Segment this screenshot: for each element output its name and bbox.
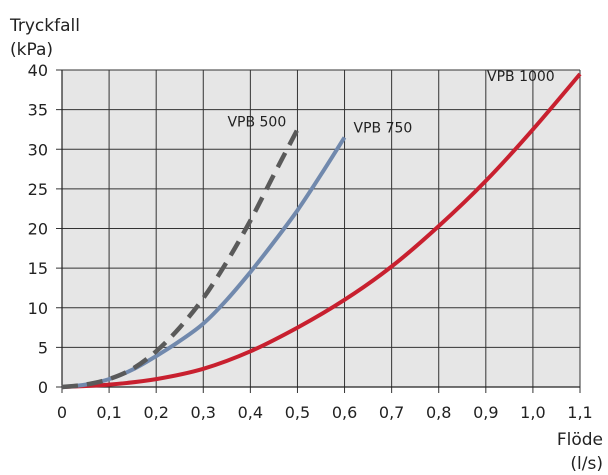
- y-tick-label: 0: [38, 378, 48, 397]
- y-axis-label-line-1: Tryckfall: [10, 16, 80, 36]
- series-annotations: VPB 500 VPB 750 VPB 1000: [227, 69, 554, 136]
- grid-lines: [62, 69, 581, 387]
- y-tick-label: 5: [38, 338, 48, 357]
- y-tick-label: 35: [28, 101, 48, 120]
- annotation-vpb-500: VPB 500: [227, 114, 286, 130]
- x-tick-label: 1,1: [567, 403, 592, 422]
- y-tick-label: 20: [28, 220, 48, 239]
- y-tick-label: 40: [28, 61, 48, 80]
- tick-labels: 0 0,1 0,2 0,3 0,4 0,5 0,6 0,7 0,8 0,9 1,0 1,1 0 5 10 15…: [28, 61, 593, 422]
- x-tick-label: 0,1: [96, 403, 121, 422]
- x-tick-label: 0: [57, 403, 67, 422]
- x-tick-label: 0,5: [285, 403, 310, 422]
- axes: [56, 69, 581, 393]
- series-line-vpb-1000: [61, 72, 582, 389]
- x-tick-label: 0,6: [332, 403, 357, 422]
- x-tick-label: 0,8: [426, 403, 451, 422]
- annotation-vpb-750: VPB 750: [354, 120, 413, 136]
- y-tick-label: 15: [28, 259, 48, 278]
- x-axis-label-line-1: Flöde: [556, 430, 603, 450]
- x-tick-label: 0,9: [473, 403, 498, 422]
- annotation-vpb-1000: VPB 1000: [487, 69, 555, 85]
- y-tick-label: 10: [28, 299, 48, 318]
- x-tick-label: 1,0: [520, 403, 545, 422]
- y-tick-label: 25: [28, 180, 48, 199]
- y-tick-label: 30: [28, 140, 48, 159]
- series-lines: [61, 72, 582, 390]
- y-axis-label-line-2: (kPa): [10, 40, 54, 60]
- x-tick-label: 0,3: [191, 403, 216, 422]
- x-tick-label: 0,4: [238, 403, 263, 422]
- x-tick-label: 0,2: [143, 403, 168, 422]
- series-line-vpb-750: [61, 136, 347, 389]
- x-tick-label: 0,7: [379, 403, 404, 422]
- series-line-vpb-500: [61, 128, 300, 390]
- x-axis-label-line-2: (l/s): [570, 454, 603, 474]
